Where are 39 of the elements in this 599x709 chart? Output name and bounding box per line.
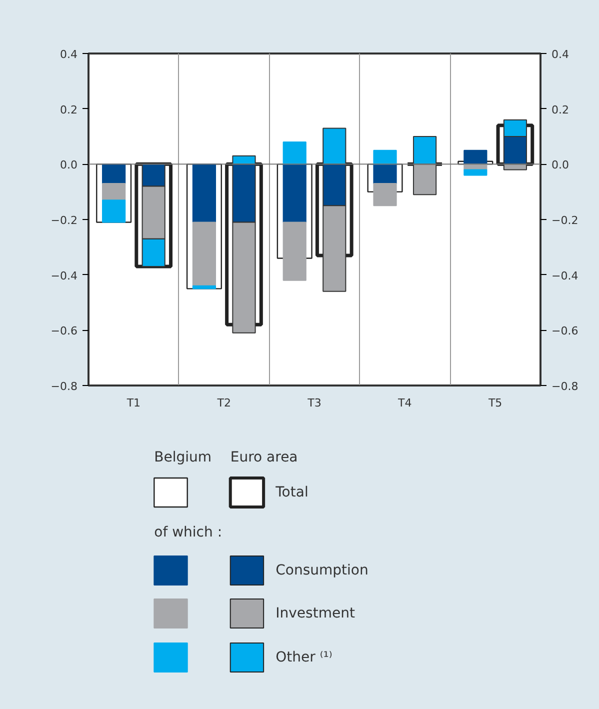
x-tick-label: T1: [126, 396, 141, 410]
bar: [102, 164, 126, 184]
legend-label: Other ⁽¹⁾: [276, 650, 332, 666]
y2-tick-label: −0.8: [552, 380, 578, 393]
legend-label: Total: [274, 484, 308, 500]
x-tick-label: T4: [397, 396, 412, 410]
y2-tick-label: 0.0: [552, 158, 569, 172]
text: of which :: [154, 524, 222, 540]
bar: [282, 164, 306, 223]
y-tick-label: 0.2: [60, 103, 78, 116]
x-tick-label: T5: [487, 396, 502, 410]
bar: [464, 150, 488, 165]
bar: [282, 222, 306, 281]
y2-tick-label: 0.4: [552, 48, 569, 61]
bar: [192, 285, 216, 290]
bar: [102, 183, 126, 201]
bar: [373, 183, 397, 206]
legend-label: Investment: [276, 606, 356, 622]
y-tick-label: −0.6: [50, 324, 78, 338]
y-tick-label: −0.4: [50, 269, 78, 282]
y2-tick-label: −0.4: [552, 269, 578, 282]
y2-tick-label: −0.6: [552, 324, 578, 338]
bar: [282, 142, 306, 165]
x-tick-label: T2: [216, 396, 231, 410]
y2-tick-label: −0.2: [552, 214, 578, 227]
bar: [192, 164, 216, 223]
y-tick-label: 0.4: [60, 48, 78, 61]
text: Euro area: [230, 450, 298, 466]
bar: [373, 150, 397, 165]
y2-tick-label: 0.2: [552, 103, 569, 116]
y-tick-label: −0.8: [50, 380, 78, 393]
bar: [192, 222, 216, 286]
y-tick-label: 0.0: [60, 158, 78, 172]
x-tick-label: T3: [306, 396, 322, 410]
text: Belgium: [154, 450, 212, 466]
y-tick-label: −0.2: [50, 214, 78, 227]
legend-label: Consumption: [276, 562, 368, 578]
bar: [464, 169, 488, 176]
bar: [102, 200, 126, 223]
